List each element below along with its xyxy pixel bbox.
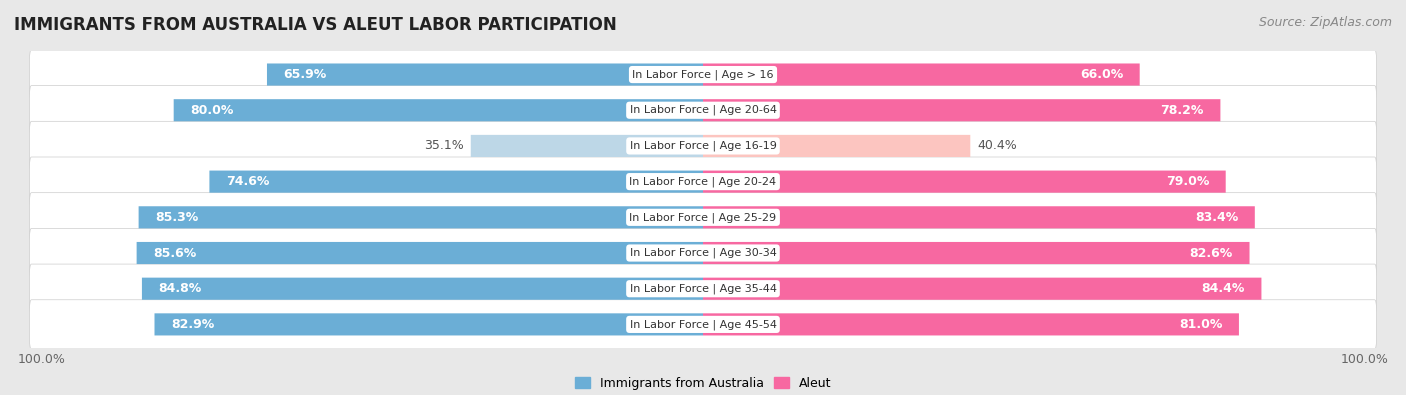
Text: In Labor Force | Age 35-44: In Labor Force | Age 35-44 (630, 284, 776, 294)
Text: 80.0%: 80.0% (190, 104, 233, 117)
FancyBboxPatch shape (703, 64, 1140, 86)
FancyBboxPatch shape (30, 50, 1376, 99)
Text: Source: ZipAtlas.com: Source: ZipAtlas.com (1258, 16, 1392, 29)
FancyBboxPatch shape (267, 64, 703, 86)
FancyBboxPatch shape (174, 99, 703, 121)
FancyBboxPatch shape (30, 121, 1376, 171)
Legend: Immigrants from Australia, Aleut: Immigrants from Australia, Aleut (569, 372, 837, 395)
Text: 82.9%: 82.9% (172, 318, 214, 331)
FancyBboxPatch shape (30, 86, 1376, 135)
FancyBboxPatch shape (703, 206, 1254, 228)
Text: 85.3%: 85.3% (155, 211, 198, 224)
FancyBboxPatch shape (703, 242, 1250, 264)
FancyBboxPatch shape (30, 300, 1376, 349)
Text: 83.4%: 83.4% (1195, 211, 1239, 224)
FancyBboxPatch shape (209, 171, 703, 193)
Text: 84.4%: 84.4% (1202, 282, 1244, 295)
FancyBboxPatch shape (136, 242, 703, 264)
Text: 84.8%: 84.8% (159, 282, 201, 295)
FancyBboxPatch shape (155, 313, 703, 335)
Text: IMMIGRANTS FROM AUSTRALIA VS ALEUT LABOR PARTICIPATION: IMMIGRANTS FROM AUSTRALIA VS ALEUT LABOR… (14, 16, 617, 34)
Text: 81.0%: 81.0% (1180, 318, 1222, 331)
FancyBboxPatch shape (703, 171, 1226, 193)
Text: 66.0%: 66.0% (1080, 68, 1123, 81)
Text: In Labor Force | Age > 16: In Labor Force | Age > 16 (633, 69, 773, 80)
Text: 65.9%: 65.9% (284, 68, 326, 81)
Text: 40.4%: 40.4% (977, 139, 1017, 152)
Text: In Labor Force | Age 45-54: In Labor Force | Age 45-54 (630, 319, 776, 330)
FancyBboxPatch shape (30, 193, 1376, 242)
FancyBboxPatch shape (703, 99, 1220, 121)
Text: 74.6%: 74.6% (226, 175, 270, 188)
Text: In Labor Force | Age 25-29: In Labor Force | Age 25-29 (630, 212, 776, 222)
FancyBboxPatch shape (30, 264, 1376, 313)
FancyBboxPatch shape (142, 278, 703, 300)
FancyBboxPatch shape (703, 135, 970, 157)
FancyBboxPatch shape (139, 206, 703, 228)
Text: 79.0%: 79.0% (1166, 175, 1209, 188)
Text: 35.1%: 35.1% (425, 139, 464, 152)
Text: In Labor Force | Age 16-19: In Labor Force | Age 16-19 (630, 141, 776, 151)
FancyBboxPatch shape (30, 228, 1376, 278)
Text: In Labor Force | Age 20-64: In Labor Force | Age 20-64 (630, 105, 776, 115)
Text: In Labor Force | Age 20-24: In Labor Force | Age 20-24 (630, 177, 776, 187)
Text: 78.2%: 78.2% (1160, 104, 1204, 117)
FancyBboxPatch shape (471, 135, 703, 157)
FancyBboxPatch shape (30, 157, 1376, 206)
FancyBboxPatch shape (703, 278, 1261, 300)
Text: In Labor Force | Age 30-34: In Labor Force | Age 30-34 (630, 248, 776, 258)
FancyBboxPatch shape (703, 313, 1239, 335)
Text: 82.6%: 82.6% (1189, 246, 1233, 260)
Text: 85.6%: 85.6% (153, 246, 197, 260)
